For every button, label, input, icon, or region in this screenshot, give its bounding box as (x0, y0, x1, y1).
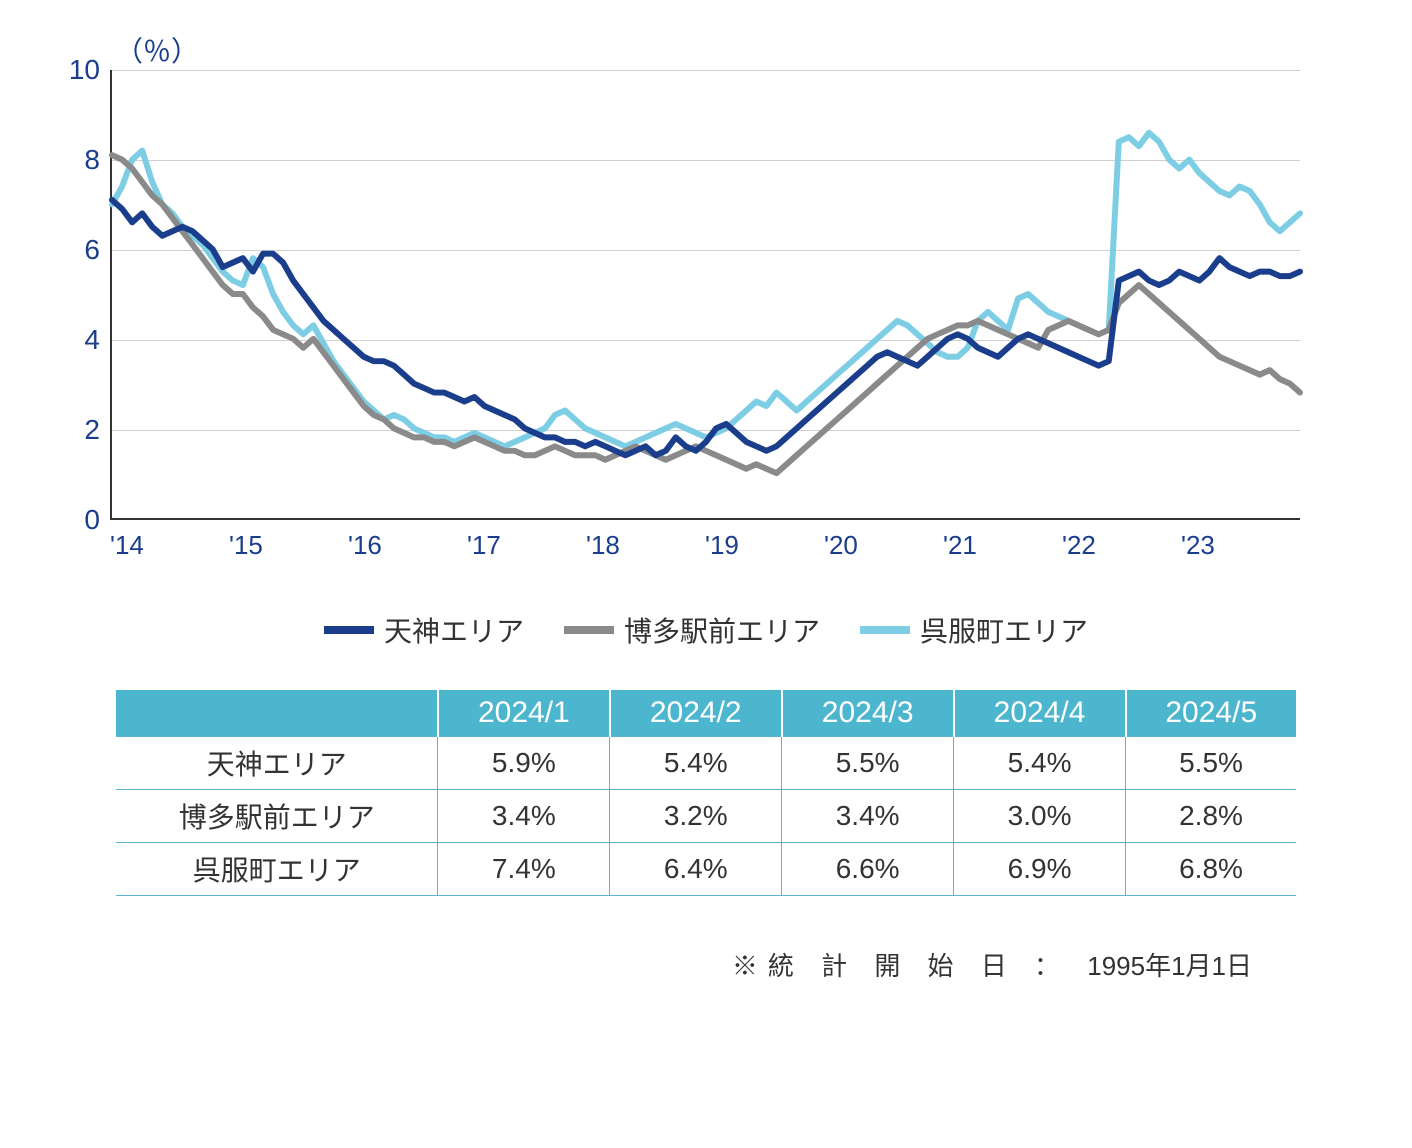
table-cell: 3.4% (782, 790, 954, 843)
row-label: 天神エリア (116, 737, 438, 790)
vacancy-data-table: 2024/12024/22024/32024/42024/5天神エリア5.9%5… (116, 690, 1296, 896)
y-tick: 2 (50, 414, 100, 446)
plot-area (110, 70, 1300, 520)
x-tick: '14 (110, 530, 144, 561)
table-header-cell: 2024/5 (1126, 690, 1296, 737)
x-tick: '20 (824, 530, 858, 561)
legend-item: 博多駅前エリア (564, 610, 820, 650)
row-label: 呉服町エリア (116, 843, 438, 896)
table-header-cell: 2024/3 (782, 690, 954, 737)
legend-swatch (324, 626, 374, 634)
series-line (112, 200, 1300, 455)
table-header-cell (116, 690, 438, 737)
y-tick: 6 (50, 234, 100, 266)
y-unit-label: （％） (115, 30, 199, 70)
table-cell: 3.4% (438, 790, 610, 843)
y-tick: 0 (50, 504, 100, 536)
footnote-date: 1995年1月1日 (1087, 951, 1252, 981)
table-cell: 5.5% (1126, 737, 1296, 790)
series-line (112, 155, 1300, 473)
footnote-prefix: ※統 計 開 始 日 ： (732, 951, 1070, 981)
x-tick: '18 (586, 530, 620, 561)
table-cell: 6.8% (1126, 843, 1296, 896)
x-tick: '17 (467, 530, 501, 561)
chart-legend: 天神エリア 博多駅前エリア 呉服町エリア (40, 610, 1372, 650)
footnote: ※統 計 開 始 日 ： 1995年1月1日 (40, 946, 1252, 983)
table-row: 博多駅前エリア3.4%3.2%3.4%3.0%2.8% (116, 790, 1296, 843)
x-tick: '21 (943, 530, 977, 561)
table-cell: 5.5% (782, 737, 954, 790)
vacancy-rate-chart: （％） 0 2 4 6 8 10 '14 '15 '16 '17 '18 '19 '20 '21 '22 '… (40, 30, 1320, 590)
table-row: 呉服町エリア7.4%6.4%6.6%6.9%6.8% (116, 843, 1296, 896)
x-tick: '22 (1062, 530, 1096, 561)
x-tick: '23 (1181, 530, 1215, 561)
x-tick: '16 (348, 530, 382, 561)
table-cell: 3.2% (610, 790, 782, 843)
table-cell: 3.0% (954, 790, 1126, 843)
y-tick: 8 (50, 144, 100, 176)
table-header-cell: 2024/4 (954, 690, 1126, 737)
legend-label: 呉服町エリア (920, 610, 1088, 650)
table-cell: 5.9% (438, 737, 610, 790)
row-label: 博多駅前エリア (116, 790, 438, 843)
legend-item: 呉服町エリア (860, 610, 1088, 650)
table-cell: 6.4% (610, 843, 782, 896)
legend-label: 博多駅前エリア (624, 610, 820, 650)
x-tick: '19 (705, 530, 739, 561)
table-cell: 6.9% (954, 843, 1126, 896)
y-tick: 4 (50, 324, 100, 356)
legend-swatch (860, 626, 910, 634)
legend-item: 天神エリア (324, 610, 524, 650)
table-cell: 5.4% (954, 737, 1126, 790)
table-header-cell: 2024/2 (610, 690, 782, 737)
table-cell: 5.4% (610, 737, 782, 790)
x-tick: '15 (229, 530, 263, 561)
table-cell: 6.6% (782, 843, 954, 896)
table-cell: 7.4% (438, 843, 610, 896)
chart-lines (112, 70, 1300, 518)
series-line (112, 133, 1300, 447)
legend-label: 天神エリア (384, 610, 524, 650)
table-header-cell: 2024/1 (438, 690, 610, 737)
y-tick: 10 (50, 54, 100, 86)
legend-swatch (564, 626, 614, 634)
table-row: 天神エリア5.9%5.4%5.5%5.4%5.5% (116, 737, 1296, 790)
table-cell: 2.8% (1126, 790, 1296, 843)
